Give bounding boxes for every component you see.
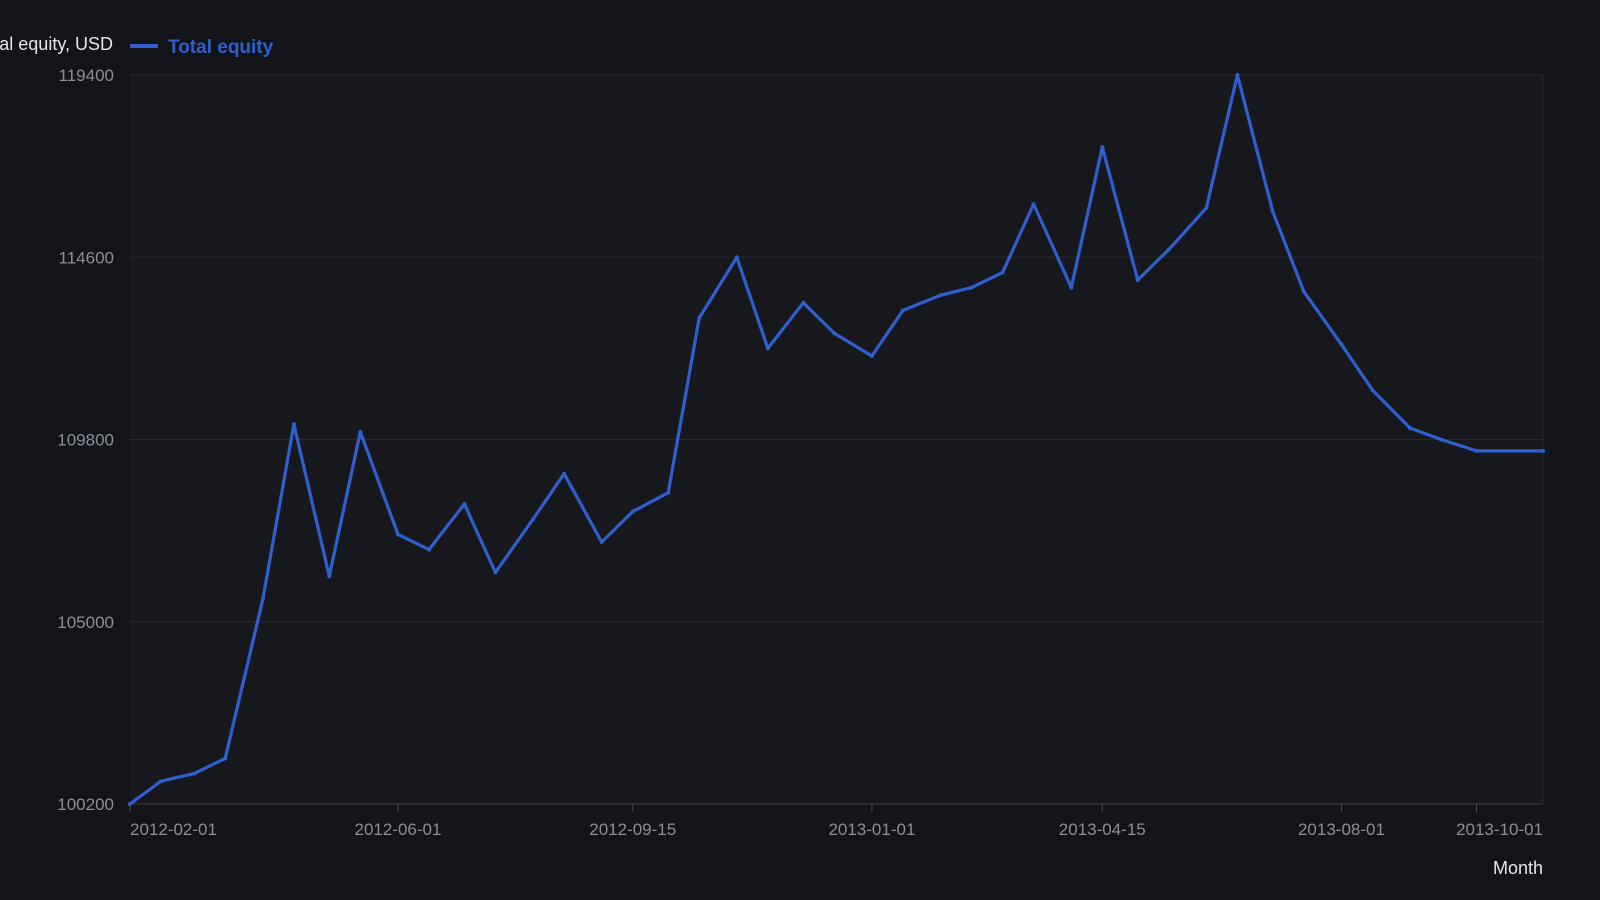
y-tick-label: 109800 xyxy=(57,431,114,450)
data-point xyxy=(969,285,974,290)
data-point xyxy=(1541,448,1545,453)
x-axis: 2012-02-01 2012-06-01 2012-09-15 2013-01-01… xyxy=(129,803,1543,839)
y-tick-label: 100200 xyxy=(57,795,114,814)
data-point xyxy=(938,293,943,298)
data-point xyxy=(1270,209,1275,214)
data-point xyxy=(1301,289,1306,294)
data-point xyxy=(562,471,567,476)
x-tick-label: 2013-10-01 xyxy=(1456,820,1543,839)
data-point xyxy=(159,779,163,784)
x-tick-label: 2013-01-01 xyxy=(828,820,915,839)
series-layer xyxy=(128,73,1545,806)
x-tick-label: 2012-09-15 xyxy=(589,820,676,839)
data-point xyxy=(734,255,739,260)
series-line-total-equity xyxy=(128,73,1545,806)
data-point xyxy=(869,354,874,358)
x-tick-label: 2012-02-01 xyxy=(130,820,217,839)
data-point xyxy=(327,574,332,579)
y-tick-label: 119400 xyxy=(59,66,114,85)
data-point xyxy=(765,346,770,351)
data-point xyxy=(1339,342,1344,347)
data-point xyxy=(291,422,296,427)
data-point xyxy=(666,490,671,495)
data-point xyxy=(396,532,400,537)
y-axis: 100200 105000 109800 114600 119400 xyxy=(57,66,114,814)
data-point xyxy=(1408,426,1413,431)
data-point xyxy=(599,540,604,544)
data-point xyxy=(1000,270,1005,275)
data-point xyxy=(128,802,132,806)
x-tick-label: 2012-06-01 xyxy=(354,820,441,839)
data-point xyxy=(493,570,498,575)
data-point xyxy=(462,502,467,506)
data-point xyxy=(630,509,635,514)
x-tick-label: 2013-04-15 xyxy=(1059,820,1146,839)
data-point xyxy=(1031,202,1036,207)
legend-label-total-equity[interactable]: Total equity xyxy=(168,37,274,58)
y-tick-label: 105000 xyxy=(57,613,114,632)
data-point xyxy=(531,517,536,522)
data-point xyxy=(1439,437,1444,442)
data-point xyxy=(900,308,905,313)
data-point xyxy=(1204,205,1209,210)
data-point xyxy=(1100,145,1105,150)
data-point xyxy=(192,771,197,776)
data-point xyxy=(427,547,431,552)
data-point xyxy=(223,756,228,761)
data-point xyxy=(1166,247,1171,252)
x-axis-title: Month xyxy=(1493,858,1543,878)
data-point xyxy=(1235,73,1240,77)
data-point xyxy=(1135,278,1140,282)
data-point xyxy=(801,300,806,305)
x-tick-label: 2013-08-01 xyxy=(1298,820,1385,839)
data-point xyxy=(697,316,702,320)
y-axis-title: Total equity, USD xyxy=(0,34,113,54)
legend[interactable]: Total equity xyxy=(130,37,274,58)
data-point xyxy=(358,429,363,434)
data-point xyxy=(1474,448,1479,453)
data-point xyxy=(1069,285,1074,290)
data-point xyxy=(1370,388,1375,393)
data-point xyxy=(260,597,265,601)
y-tick-label: 114600 xyxy=(59,248,114,267)
data-point xyxy=(832,331,837,336)
